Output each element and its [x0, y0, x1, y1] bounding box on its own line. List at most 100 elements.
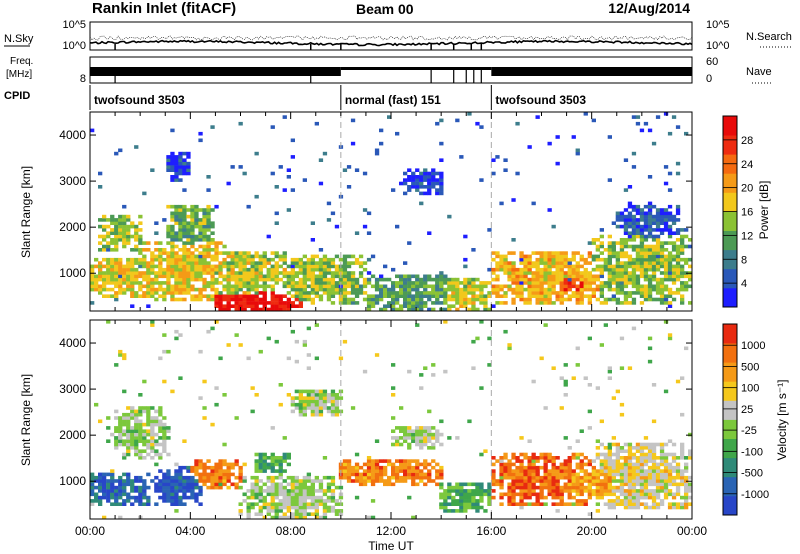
scatter-cell [459, 495, 464, 500]
scatter-cell [459, 485, 464, 490]
scatter-cell [290, 399, 295, 404]
scatter-cell [511, 271, 516, 275]
scatter-cell [134, 449, 139, 453]
scatter-cell [206, 224, 211, 229]
scatter-cell [551, 287, 556, 292]
scatter-cell [655, 505, 661, 510]
scatter-cell [274, 489, 279, 493]
scatter-cell [587, 409, 592, 414]
scatter-cell [579, 254, 584, 259]
scatter-cell [350, 277, 356, 282]
scatter-cell [238, 261, 243, 265]
scatter-cell [487, 281, 492, 285]
scatter-cell [362, 281, 368, 285]
scatter-cell [362, 267, 368, 272]
scatter-cell [659, 472, 665, 477]
scatter-cell [274, 469, 279, 473]
scatter-cell [358, 264, 364, 269]
scatter-cell [142, 379, 147, 384]
scatter-cell [306, 505, 311, 510]
scatter-cell [282, 469, 287, 473]
scatter-cell [182, 231, 187, 235]
scatter-cell [575, 271, 580, 275]
colorbar-tick-label: 28 [741, 135, 753, 147]
scatter-cell [106, 248, 111, 252]
scatter-cell [186, 465, 191, 470]
scatter-cell [230, 165, 235, 169]
scatter-cell [266, 234, 271, 239]
scatter-cell [459, 489, 464, 493]
scatter-cell [591, 482, 596, 487]
scatter-cell [455, 436, 460, 440]
scatter-cell [310, 264, 315, 269]
scatter-cell [671, 492, 677, 497]
scatter-cell [222, 482, 227, 487]
scatter-cell [623, 277, 629, 282]
scatter-cell [206, 465, 211, 470]
scatter-cell [595, 274, 600, 279]
scatter-cell [198, 218, 203, 222]
scatter-cell [242, 284, 247, 289]
scatter-cell [134, 248, 139, 252]
scatter-cell [194, 492, 199, 497]
scatter-cell [631, 495, 637, 500]
scatter-cell [667, 251, 673, 255]
scatter-cell [399, 479, 404, 483]
scatter-cell [222, 462, 227, 467]
scatter-cell [507, 492, 512, 497]
scatter-cell [238, 257, 243, 262]
scatter-cell [310, 301, 315, 305]
scatter-cell [495, 479, 500, 483]
scatter-cell [571, 495, 576, 500]
scatter-cell [671, 264, 677, 269]
scatter-cell [190, 251, 195, 255]
scatter-cell [387, 304, 392, 308]
scatter-cell [399, 465, 404, 470]
scatter-cell [651, 462, 657, 467]
scatter-cell [455, 294, 460, 298]
nsky-label: N.Sky [4, 33, 34, 45]
scatter-cell [639, 214, 645, 219]
scatter-cell [198, 267, 203, 272]
scatter-cell [419, 432, 424, 437]
scatter-cell [651, 261, 657, 265]
scatter-cell [346, 465, 352, 470]
scatter-cell [439, 274, 444, 279]
scatter-cell [342, 281, 348, 285]
scatter-cell [615, 442, 620, 447]
scatter-cell [383, 264, 388, 269]
scatter-cell [306, 353, 311, 357]
scatter-cell [130, 439, 135, 443]
scatter-cell [270, 264, 275, 269]
scatter-cell [326, 257, 332, 262]
scatter-cell [647, 475, 653, 480]
scatter-cell [286, 274, 291, 279]
scatter-cell [639, 224, 645, 229]
scatter-cell [102, 482, 107, 487]
scatter-cell [615, 281, 620, 285]
scatter-cell [218, 241, 223, 245]
scatter-cell [110, 264, 115, 269]
scatter-cell [611, 264, 616, 269]
scatter-cell [314, 323, 319, 327]
scatter-cell [619, 479, 625, 483]
scatter-cell [306, 277, 311, 282]
scatter-cell [238, 509, 243, 513]
scatter-cell [639, 218, 645, 222]
scatter-cell [571, 479, 576, 483]
scatter-cell [675, 277, 681, 282]
scatter-cell [242, 294, 247, 298]
scatter-cell [635, 465, 641, 470]
scatter-cell [258, 271, 263, 275]
scatter-cell [190, 228, 195, 232]
scatter-cell [539, 452, 544, 457]
scatter-cell [547, 479, 552, 483]
power-colorbar-title: Power [dB] [757, 181, 771, 240]
scatter-cell [342, 291, 348, 295]
scatter-cell [198, 396, 203, 400]
scatter-cell [527, 264, 532, 269]
scatter-cell [503, 168, 508, 172]
scatter-cell [551, 485, 556, 490]
scatter-cell [607, 135, 612, 139]
scatter-cell [455, 301, 460, 305]
